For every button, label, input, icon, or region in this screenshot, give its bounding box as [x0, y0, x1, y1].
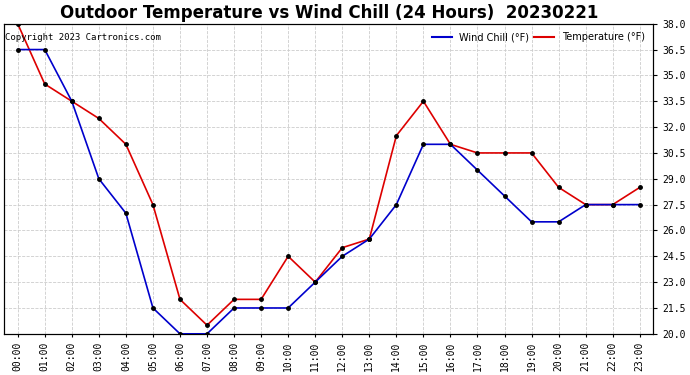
Title: Outdoor Temperature vs Wind Chill (24 Hours)  20230221: Outdoor Temperature vs Wind Chill (24 Ho… [59, 4, 598, 22]
Legend: Wind Chill (°F), Temperature (°F): Wind Chill (°F), Temperature (°F) [428, 28, 649, 46]
Text: Copyright 2023 Cartronics.com: Copyright 2023 Cartronics.com [5, 33, 161, 42]
